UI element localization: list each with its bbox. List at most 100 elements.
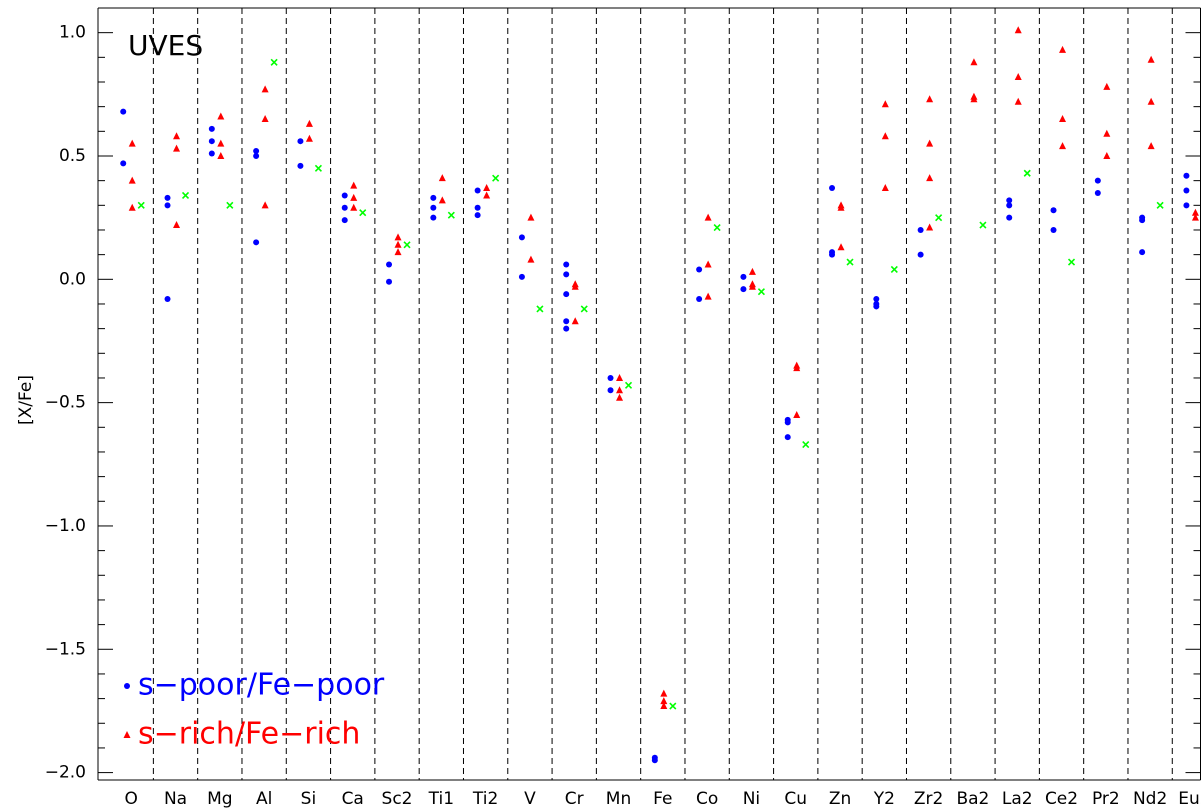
point	[563, 325, 570, 332]
x-tick-label: Na	[164, 789, 187, 809]
point	[890, 265, 898, 274]
point	[660, 689, 668, 697]
point	[394, 248, 402, 256]
x-tick-label: Ti1	[428, 789, 454, 809]
point	[704, 213, 712, 221]
x-tick-label: Cu	[784, 789, 807, 809]
point	[873, 296, 880, 303]
point	[1059, 45, 1067, 53]
chart-title: UVES	[128, 29, 203, 62]
point	[386, 261, 393, 268]
point	[616, 386, 624, 394]
point	[784, 419, 791, 426]
point	[208, 138, 215, 145]
point	[926, 223, 934, 231]
point	[616, 393, 624, 401]
y-axis-label: [X/Fe]	[16, 375, 36, 425]
point	[359, 209, 367, 217]
point	[430, 214, 437, 221]
point	[1023, 169, 1031, 177]
x-tick-label: Zr2	[914, 789, 943, 809]
point	[1147, 55, 1155, 63]
point	[120, 160, 127, 167]
point	[563, 291, 570, 298]
point	[846, 258, 854, 266]
x-tick-label: Ni	[743, 789, 760, 809]
point	[1103, 129, 1111, 137]
point	[748, 267, 756, 275]
point	[563, 318, 570, 325]
x-tick-label: Co	[696, 789, 718, 809]
point	[704, 260, 712, 268]
point	[430, 204, 437, 211]
point	[757, 288, 765, 296]
x-tick-label: Al	[256, 789, 272, 809]
legend-label: s−poor/Fe−poor	[138, 668, 385, 703]
point	[926, 139, 934, 147]
point	[403, 241, 411, 249]
x-tick-label: V	[524, 789, 536, 809]
point	[474, 212, 481, 219]
point	[917, 251, 924, 258]
point	[926, 95, 934, 103]
point	[1050, 226, 1057, 233]
point	[1191, 208, 1199, 216]
point	[297, 138, 304, 145]
point	[970, 95, 978, 103]
point	[1059, 114, 1067, 122]
point	[297, 162, 304, 169]
point	[123, 731, 131, 738]
point	[704, 292, 712, 300]
point	[226, 201, 234, 209]
point	[881, 100, 889, 108]
point	[253, 148, 260, 155]
point	[350, 181, 358, 189]
point	[164, 296, 171, 303]
point	[270, 58, 278, 66]
point	[217, 112, 225, 120]
point	[740, 273, 747, 280]
x-tick-label: La2	[1002, 789, 1033, 809]
point	[837, 203, 845, 211]
point	[1147, 97, 1155, 105]
point	[660, 702, 668, 710]
x-tick-label: Cr	[565, 789, 584, 809]
x-tick-label: Ba2	[956, 789, 989, 809]
legend-label: s−rich/Fe−rich	[138, 717, 360, 752]
point	[1006, 197, 1013, 204]
point	[624, 381, 633, 389]
point	[881, 132, 889, 140]
point	[1006, 202, 1013, 209]
point	[1183, 202, 1190, 209]
x-tick-label: Zn	[829, 789, 851, 809]
point	[128, 176, 136, 184]
point	[208, 150, 215, 157]
point	[341, 204, 348, 211]
x-tick-label: O	[125, 789, 138, 809]
point	[173, 132, 181, 140]
point	[341, 192, 348, 199]
point	[527, 213, 535, 221]
point	[164, 202, 171, 209]
point	[1147, 142, 1155, 150]
point	[261, 114, 269, 122]
point	[120, 108, 127, 115]
point	[1191, 213, 1199, 221]
point	[935, 214, 943, 222]
point	[651, 757, 658, 764]
point	[474, 204, 481, 211]
point	[128, 139, 136, 147]
point	[253, 152, 260, 159]
point	[563, 261, 570, 268]
point	[660, 697, 668, 705]
point	[1103, 151, 1111, 159]
point	[616, 373, 624, 381]
x-tick-label: Eu2	[1178, 789, 1201, 809]
point	[917, 226, 924, 233]
point	[926, 174, 934, 182]
x-tick-label: Pr2	[1092, 789, 1120, 809]
y-tick-label: −1.0	[45, 516, 86, 536]
point	[970, 58, 978, 66]
point	[748, 282, 756, 290]
point	[979, 221, 987, 229]
